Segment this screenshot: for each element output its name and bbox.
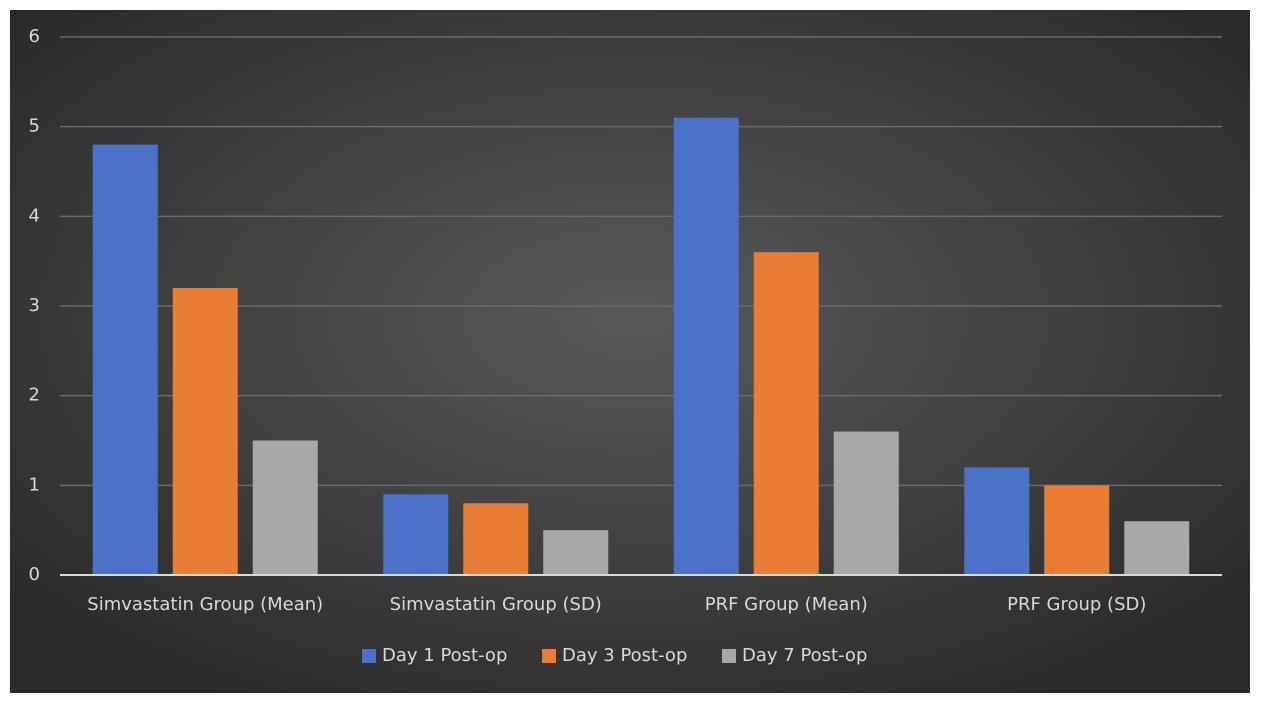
y-tick-label: 0 (29, 564, 40, 585)
bar (172, 288, 238, 575)
legend-label: Day 7 Post-op (742, 645, 867, 666)
y-tick-label: 1 (29, 474, 40, 495)
legend-swatch (362, 649, 376, 663)
y-tick-label: 2 (29, 385, 40, 406)
x-tick-label: PRF Group (Mean) (705, 594, 868, 615)
bar (964, 467, 1030, 575)
y-tick-label: 5 (29, 116, 40, 137)
x-tick-label: Simvastatin Group (Mean) (87, 594, 323, 615)
x-tick-label: Simvastatin Group (SD) (390, 594, 602, 615)
y-tick-label: 3 (29, 295, 40, 316)
bar (383, 494, 449, 575)
bar (1044, 485, 1110, 575)
y-tick-label: 4 (29, 205, 40, 226)
x-tick-label: PRF Group (SD) (1007, 594, 1146, 615)
legend-swatch (722, 649, 736, 663)
bar (92, 144, 158, 575)
bar (543, 530, 609, 575)
bar (1124, 521, 1190, 575)
bar (252, 440, 318, 575)
bar (463, 503, 529, 575)
legend-label: Day 3 Post-op (562, 645, 687, 666)
legend-label: Day 1 Post-op (382, 645, 507, 666)
legend-swatch (542, 649, 556, 663)
bar (833, 431, 899, 575)
bar (753, 252, 819, 575)
y-tick-label: 6 (29, 26, 40, 47)
bar (673, 117, 739, 575)
